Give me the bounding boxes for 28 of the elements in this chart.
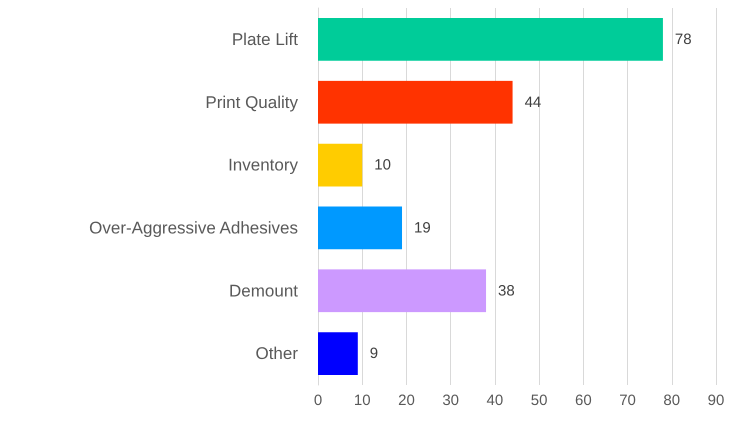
y-tick-label: Print Quality bbox=[205, 92, 298, 112]
y-tick-label: Over-Aggressive Adhesives bbox=[89, 218, 298, 238]
x-tick-label: 60 bbox=[574, 392, 592, 409]
data-label: 9 bbox=[370, 345, 378, 362]
x-tick-label: 80 bbox=[663, 392, 680, 409]
y-tick-label: Other bbox=[255, 344, 298, 364]
data-label: 78 bbox=[674, 30, 692, 48]
bar bbox=[318, 332, 358, 375]
x-tick-label: 90 bbox=[708, 392, 724, 409]
bar bbox=[318, 18, 663, 61]
bar bbox=[318, 144, 362, 186]
bar bbox=[318, 269, 486, 312]
data-label: 19 bbox=[414, 219, 431, 236]
x-tick-label: 10 bbox=[354, 392, 371, 409]
x-tick-label: 50 bbox=[530, 392, 548, 409]
y-tick-label: Plate Lift bbox=[232, 30, 298, 49]
x-tick-label: 30 bbox=[442, 392, 460, 409]
y-tick-label: Inventory bbox=[228, 156, 298, 175]
x-tick-label: 40 bbox=[486, 392, 504, 409]
x-tick-label: 20 bbox=[398, 392, 415, 409]
x-tick-label: 70 bbox=[619, 392, 636, 409]
data-label: 10 bbox=[374, 156, 391, 174]
x-tick-label: 0 bbox=[314, 392, 322, 409]
data-label: 44 bbox=[524, 94, 542, 111]
y-tick-label: Demount bbox=[229, 281, 298, 300]
data-label: 38 bbox=[498, 282, 515, 300]
bar bbox=[318, 206, 402, 250]
bar bbox=[318, 80, 513, 124]
